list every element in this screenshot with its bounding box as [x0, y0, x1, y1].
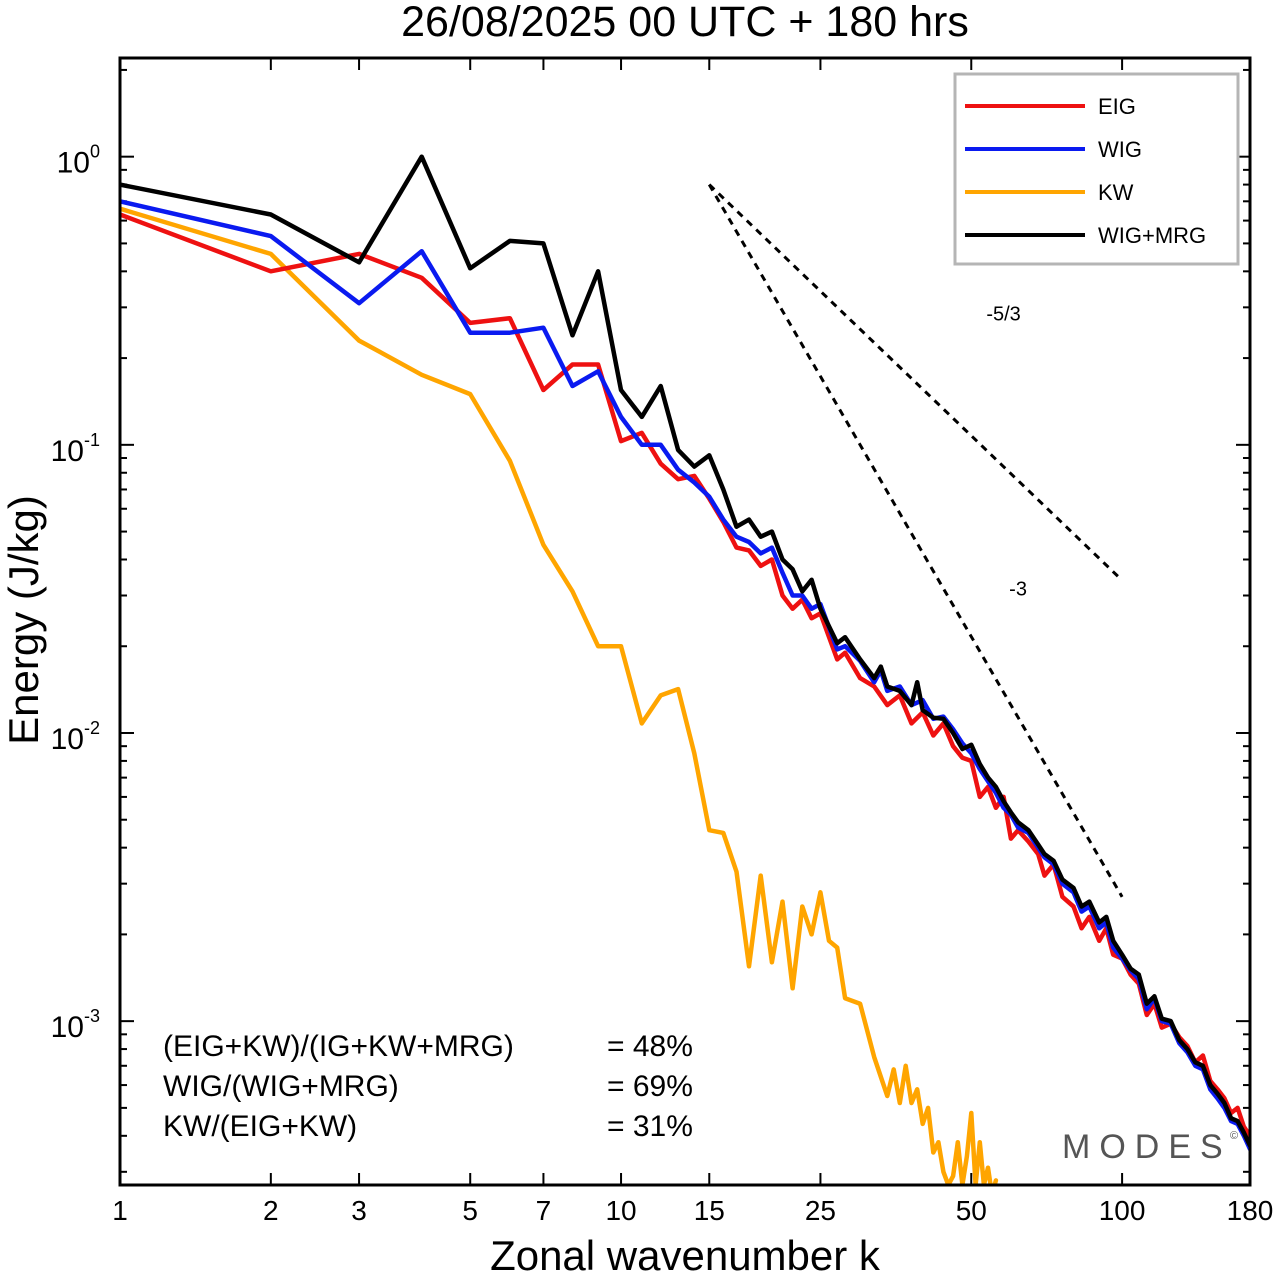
y-tick-label: 10-2 — [51, 718, 100, 756]
legend-label: WIG+MRG — [1098, 223, 1206, 248]
y-tick-label: 10-1 — [51, 430, 100, 468]
slope-label: -5/3 — [986, 304, 1020, 326]
annotation-expression: KW/(EIG+KW) — [163, 1110, 357, 1143]
copyright-symbol: © — [1230, 1130, 1238, 1142]
series-lines — [120, 154, 1250, 1185]
watermark-text: MODES — [1062, 1128, 1232, 1166]
chart-title: 26/08/2025 00 UTC + 180 hrs — [401, 0, 969, 46]
annotation-value: = 48% — [607, 1030, 693, 1063]
annotation-expression: (EIG+KW)/(IG+KW+MRG) — [163, 1030, 514, 1063]
y-axis-label: Energy (J/kg) — [0, 495, 47, 745]
ratio-annotations: (EIG+KW)/(IG+KW+MRG) = 48% WIG/(WIG+MRG) = … — [163, 1030, 693, 1143]
slope-line--5-3 — [708, 183, 1124, 582]
y-tick-labels: 100 10-1 10-2 10-3 — [51, 142, 100, 1044]
x-axis-label: Zonal wavenumber k — [490, 1232, 881, 1279]
x-tick-label: 2 — [263, 1195, 279, 1226]
series-line-kw — [120, 206, 999, 1185]
x-tick-label: 100 — [1099, 1195, 1146, 1226]
reference-slope-labels: -5/3 -3 — [986, 304, 1027, 601]
legend-label: WIG — [1098, 137, 1142, 162]
x-tick-label: 10 — [605, 1195, 636, 1226]
annotation-expression: WIG/(WIG+MRG) — [163, 1070, 399, 1103]
x-tick-label: 180 — [1227, 1195, 1274, 1226]
y-tick-label: 10-3 — [51, 1006, 100, 1044]
x-tick-label: 50 — [956, 1195, 987, 1226]
annotation-value: = 69% — [607, 1070, 693, 1103]
x-tick-label: 7 — [536, 1195, 552, 1226]
x-tick-label: 3 — [351, 1195, 367, 1226]
legend-label: KW — [1098, 180, 1134, 205]
x-tick-label: 1 — [112, 1195, 128, 1226]
annotation-value: = 31% — [607, 1110, 693, 1143]
x-tick-label: 15 — [694, 1195, 725, 1226]
legend: EIG WIG KW WIG+MRG — [953, 72, 1240, 266]
plot-frame — [118, 56, 1252, 1187]
x-tick-label: 5 — [462, 1195, 478, 1226]
legend-label: EIG — [1098, 94, 1136, 119]
slope-label: -3 — [1009, 579, 1027, 601]
series-line-eig — [120, 212, 1250, 1139]
x-tick-labels: 1 2 3 5 7 10 15 25 50 100 180 — [112, 1195, 1273, 1226]
series-line-wig-mrg — [120, 154, 1250, 1148]
modes-watermark: MODES © — [1062, 1128, 1238, 1166]
x-tick-label: 25 — [805, 1195, 836, 1226]
reference-slopes — [707, 183, 1124, 898]
y-tick-label: 100 — [57, 142, 100, 180]
